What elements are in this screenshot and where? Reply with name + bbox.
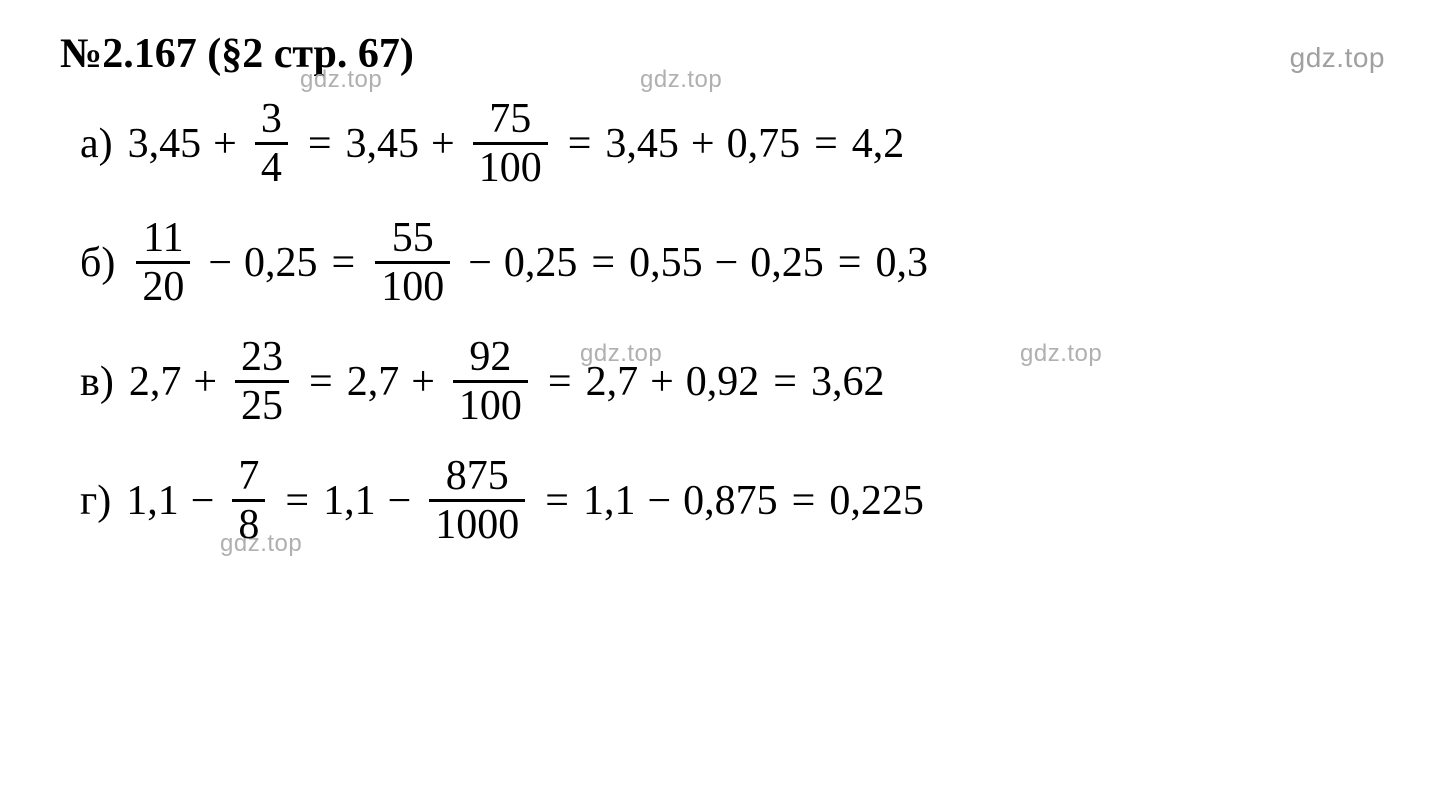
label-v: в): [80, 358, 114, 406]
frac-b-1: 11 20: [136, 217, 190, 308]
eq-v-3: =: [773, 358, 797, 406]
term-b-1: 0,25: [244, 239, 318, 287]
frac-v-1-den: 25: [235, 380, 289, 427]
frac-b-2-num: 55: [386, 217, 440, 261]
term-v-2: 2,7: [347, 358, 400, 406]
result-v: 3,62: [811, 358, 885, 406]
frac-a-2-den: 100: [473, 142, 548, 189]
result-g: 0,225: [829, 477, 924, 525]
term-g-2: 1,1: [323, 477, 376, 525]
op-b-1: −: [208, 239, 232, 287]
frac-b-2: 55 100: [375, 217, 450, 308]
frac-v-1-num: 23: [235, 336, 289, 380]
frac-g-1: 7 8: [232, 455, 265, 546]
frac-a-2: 75 100: [473, 98, 548, 189]
watermark-1: gdz.top: [300, 66, 382, 94]
frac-a-1-den: 4: [255, 142, 288, 189]
header-row: №2.167 (§2 стр. 67) gdz.top: [60, 30, 1385, 78]
term-g-3: 1,1: [583, 477, 636, 525]
eq-a-2: =: [568, 120, 592, 168]
eq-g-3: =: [545, 477, 569, 525]
term-b-2: 0,25: [504, 239, 578, 287]
frac-v-1: 23 25: [235, 336, 289, 427]
op-b-2: −: [468, 239, 492, 287]
term-b-3: 0,55: [629, 239, 703, 287]
term-a-1: 3,45: [128, 120, 202, 168]
op-a-1: +: [213, 120, 237, 168]
op-a-2: +: [431, 120, 455, 168]
watermark-top-right: gdz.top: [1290, 42, 1385, 74]
eq-v-2: =: [548, 358, 572, 406]
frac-a-1: 3 4: [255, 98, 288, 189]
op-g-1: −: [191, 477, 215, 525]
term-a-2: 3,45: [346, 120, 420, 168]
term-a-4: 0,75: [727, 120, 801, 168]
label-g: г): [80, 477, 111, 525]
frac-b-1-den: 20: [136, 261, 190, 308]
eq-v-1: =: [309, 358, 333, 406]
frac-b-1-num: 11: [137, 217, 189, 261]
op-v-1: +: [193, 358, 217, 406]
equation-v: в) 2,7 + 23 25 = 2,7 + 92 100 = 2,7 + 0,…: [60, 336, 1385, 427]
result-a: 4,2: [852, 120, 905, 168]
op-a-3: +: [691, 120, 715, 168]
watermark-2: gdz.top: [640, 66, 722, 94]
frac-v-2-num: 92: [463, 336, 517, 380]
equation-b: б) 11 20 − 0,25 = 55 100 − 0,25 = 0,55 −…: [60, 217, 1385, 308]
op-v-2: +: [411, 358, 435, 406]
op-v-3: +: [650, 358, 674, 406]
label-b: б): [80, 239, 115, 287]
frac-g-2: 875 1000: [429, 455, 525, 546]
frac-g-2-num: 875: [440, 455, 515, 499]
eq-b-2: =: [591, 239, 615, 287]
frac-g-1-den: 8: [232, 499, 265, 546]
op-b-3: −: [715, 239, 739, 287]
eq-b-1: =: [332, 239, 356, 287]
equation-a: а) 3,45 + 3 4 = 3,45 + 75 100 = 3,45 + 0…: [60, 98, 1385, 189]
frac-b-2-den: 100: [375, 261, 450, 308]
frac-a-2-num: 75: [483, 98, 537, 142]
equation-g: г) 1,1 − 7 8 = 1,1 − 875 1000 = 1,1 − 0,…: [60, 455, 1385, 546]
eq-g-4: =: [792, 477, 816, 525]
term-v-3: 2,7: [586, 358, 639, 406]
op-g-2: −: [388, 477, 412, 525]
frac-a-1-num: 3: [255, 98, 288, 142]
frac-g-1-num: 7: [232, 455, 265, 499]
op-g-3: −: [647, 477, 671, 525]
term-v-1: 2,7: [129, 358, 182, 406]
term-g-1: 1,1: [126, 477, 179, 525]
frac-v-2-den: 100: [453, 380, 528, 427]
eq-a-3: =: [814, 120, 838, 168]
frac-g-2-den: 1000: [429, 499, 525, 546]
frac-v-2: 92 100: [453, 336, 528, 427]
eq-a-1: =: [308, 120, 332, 168]
eq-b-3: =: [838, 239, 862, 287]
term-v-4: 0,92: [686, 358, 760, 406]
term-a-3: 3,45: [605, 120, 679, 168]
term-b-4: 0,25: [750, 239, 824, 287]
term-g-4: 0,875: [683, 477, 778, 525]
eq-g-1: =: [285, 477, 309, 525]
label-a: а): [80, 120, 113, 168]
result-b: 0,3: [875, 239, 928, 287]
